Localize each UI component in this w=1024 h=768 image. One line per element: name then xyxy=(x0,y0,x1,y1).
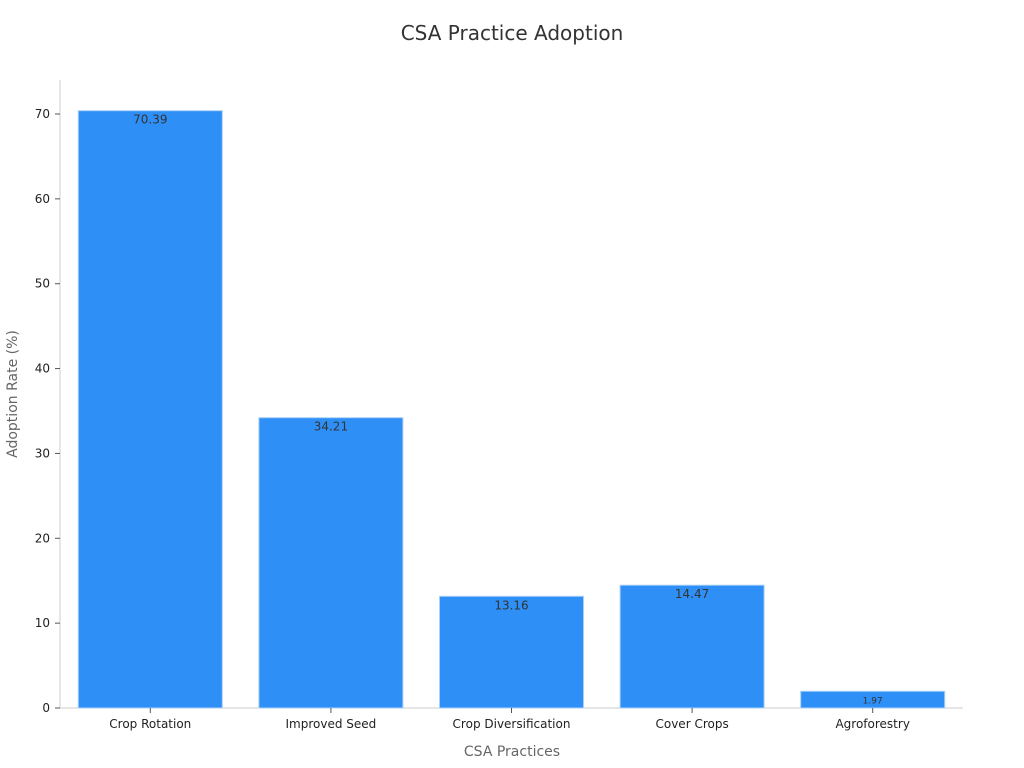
y-tick-label: 70 xyxy=(35,107,50,121)
x-tick-label: Improved Seed xyxy=(286,717,377,731)
x-tick-label: Crop Diversification xyxy=(453,717,571,731)
chart-title: CSA Practice Adoption xyxy=(401,21,624,45)
plot-area: 0 10 20 30 40 50 60 70 70.39 Crop Rotation 34.21 Im… xyxy=(35,80,963,731)
y-tick-label: 40 xyxy=(35,362,50,376)
data-label: 13.16 xyxy=(494,598,528,612)
data-label: 34.21 xyxy=(314,420,348,434)
data-label: 1.97 xyxy=(863,696,883,706)
bar xyxy=(77,110,223,709)
y-tick-label: 50 xyxy=(35,277,50,291)
x-tick-label: Cover Crops xyxy=(655,717,728,731)
y-axis-label: Adoption Rate (%) xyxy=(5,330,21,458)
data-label: 14.47 xyxy=(675,587,709,601)
y-tick-label: 10 xyxy=(35,616,50,630)
x-axis-label: CSA Practices xyxy=(464,744,560,760)
y-tick-label: 60 xyxy=(35,192,50,206)
y-tick-label: 0 xyxy=(42,701,50,715)
x-tick-label: Crop Rotation xyxy=(109,717,191,731)
bar xyxy=(439,595,584,709)
y-tick-label: 30 xyxy=(35,446,50,460)
bar xyxy=(619,584,765,709)
y-tick-label: 20 xyxy=(35,531,50,545)
data-label: 70.39 xyxy=(133,113,167,127)
x-tick-label: Agroforestry xyxy=(835,717,909,731)
bar xyxy=(258,417,404,709)
